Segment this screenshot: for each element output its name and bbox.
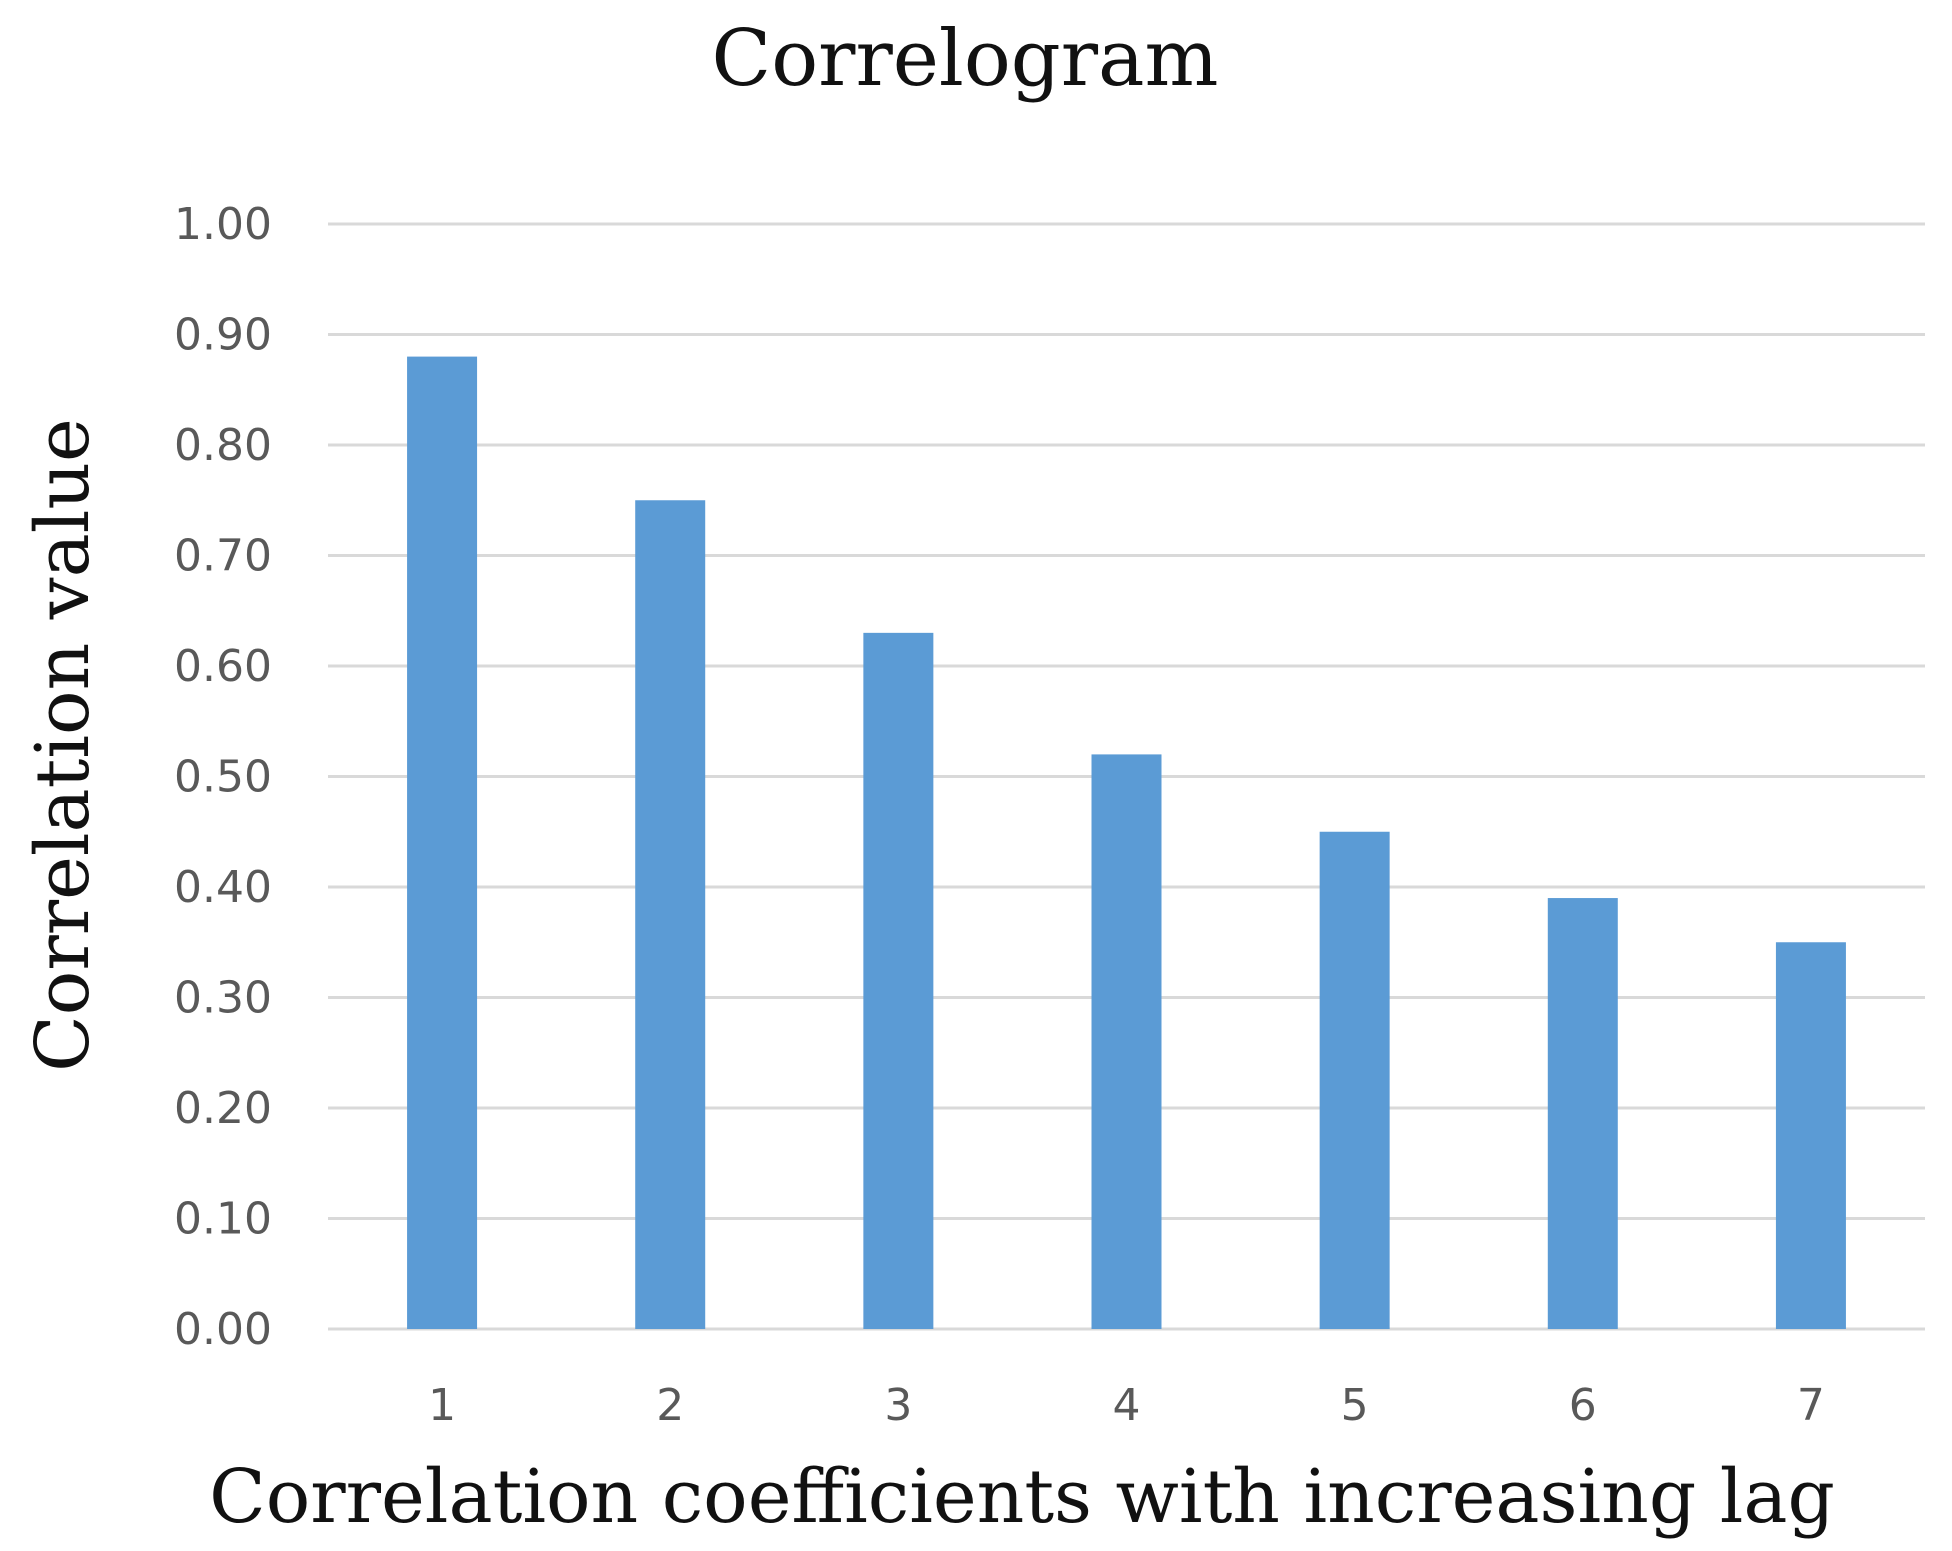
y-tick-label: 0.60: [174, 641, 272, 692]
x-tick-label: 5: [1341, 1380, 1369, 1431]
y-axis-ticks: 0.00 0.10 0.20 0.30 0.40 0.50 0.60 0.70 0.80 0.90…: [174, 199, 272, 1355]
x-tick-label: 2: [656, 1380, 684, 1431]
bar-lag-3: [863, 632, 934, 1329]
bars: [407, 356, 1846, 1330]
x-tick-label: 7: [1797, 1380, 1825, 1431]
y-tick-label: 0.90: [174, 310, 272, 361]
x-tick-label: 4: [1113, 1380, 1141, 1431]
bar-lag-6: [1547, 898, 1618, 1329]
x-axis-title: Correlation coefficients with increasing…: [209, 1454, 1835, 1540]
bar-lag-4: [1091, 754, 1162, 1329]
bar-lag-2: [635, 500, 706, 1329]
y-tick-label: 0.30: [174, 973, 272, 1024]
y-tick-label: 0.50: [174, 752, 272, 803]
bar-lag-5: [1319, 831, 1390, 1329]
y-tick-label: 1.00: [174, 199, 272, 250]
y-tick-label: 0.40: [174, 862, 272, 913]
bar-lag-7: [1775, 942, 1846, 1329]
y-axis-title: Correlation value: [20, 418, 106, 1072]
x-tick-label: 6: [1569, 1380, 1597, 1431]
x-tick-label: 1: [428, 1380, 456, 1431]
y-tick-label: 0.00: [174, 1304, 272, 1355]
chart-title: Correlogram: [712, 14, 1219, 104]
y-tick-label: 0.70: [174, 531, 272, 582]
y-tick-label: 0.20: [174, 1083, 272, 1134]
y-tick-label: 0.80: [174, 420, 272, 471]
x-axis-ticks: 1 2 3 4 5 6 7: [428, 1380, 1825, 1431]
bar-lag-1: [407, 356, 478, 1330]
y-tick-label: 0.10: [174, 1194, 272, 1245]
x-tick-label: 3: [884, 1380, 912, 1431]
